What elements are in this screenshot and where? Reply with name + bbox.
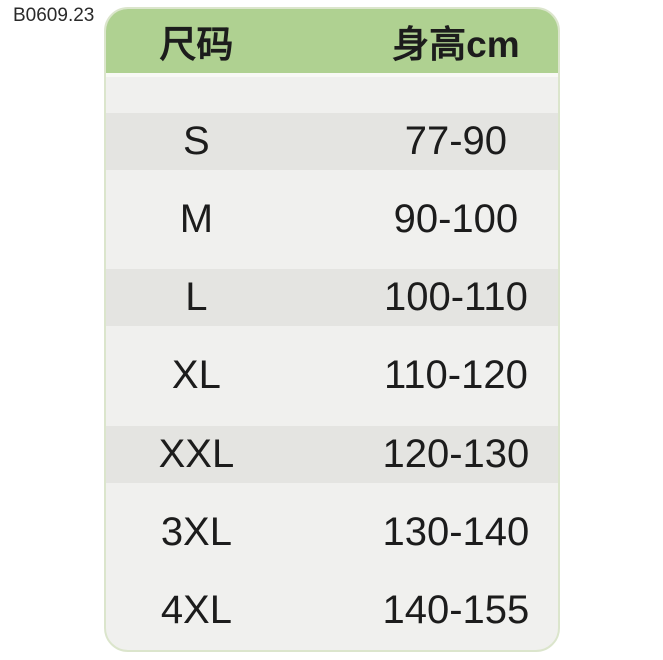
size-cell: XXL — [158, 431, 235, 476]
height-cell: 90-100 — [393, 196, 519, 241]
size-cell: XL — [171, 353, 221, 398]
table-row-m: M 90-100 — [106, 180, 558, 258]
size-cell: S — [183, 118, 210, 163]
height-cell: 140-155 — [382, 588, 530, 633]
height-cell: 110-120 — [383, 353, 528, 398]
table-row-4xl: 4XL 140-155 — [106, 572, 558, 650]
sku-label: B0609.23 — [13, 5, 95, 26]
height-cell: 100-110 — [383, 275, 528, 320]
column-header-height-cm: 身高cm — [392, 24, 520, 65]
table-top-spacer — [106, 77, 558, 102]
size-cell: 3XL — [160, 510, 232, 555]
table-body: S 77-90 M 90-100 L 100-110 XL 110-120 XX… — [106, 102, 558, 650]
column-header-size: 尺码 — [159, 24, 234, 65]
height-cell: 130-140 — [382, 510, 530, 555]
height-cell: 77-90 — [404, 118, 508, 163]
height-cell: 120-130 — [382, 431, 530, 476]
size-cell: M — [179, 196, 214, 241]
table-row-l: L 100-110 — [106, 258, 558, 337]
size-chart-table: 尺码 身高cm S 77-90 M 90-100 L 100-110 XL 11… — [104, 7, 560, 652]
header-divider — [106, 73, 558, 77]
table-row-xl: XL 110-120 — [106, 337, 558, 415]
size-cell: L — [185, 275, 208, 320]
table-row-xxl: XXL 120-130 — [106, 415, 558, 494]
table-row-3xl: 3XL 130-140 — [106, 493, 558, 571]
table-header-row: 尺码 身高cm — [106, 9, 558, 73]
size-cell: 4XL — [160, 588, 232, 633]
table-row-s: S 77-90 — [106, 102, 558, 181]
